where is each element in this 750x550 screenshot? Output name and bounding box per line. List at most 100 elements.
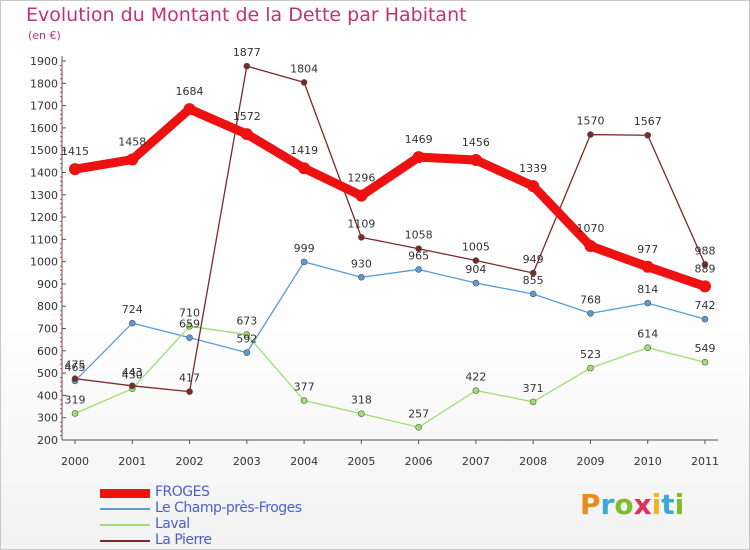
data-point bbox=[415, 423, 422, 431]
data-label: 1877 bbox=[233, 46, 261, 59]
x-tick-label: 2001 bbox=[118, 455, 146, 468]
legend-item: Laval bbox=[100, 516, 360, 533]
x-tick-label: 2004 bbox=[290, 455, 318, 468]
data-point bbox=[415, 245, 422, 253]
data-label: 1570 bbox=[576, 115, 604, 128]
data-point bbox=[128, 319, 136, 327]
data-label: 549 bbox=[695, 342, 716, 355]
data-point bbox=[527, 180, 540, 193]
data-point bbox=[355, 189, 368, 202]
x-tick-label: 2008 bbox=[519, 455, 547, 468]
data-point bbox=[701, 261, 709, 268]
y-tick-label: 1200 bbox=[30, 211, 58, 224]
y-tick-label: 1400 bbox=[30, 166, 58, 179]
y-tick-label: 1500 bbox=[30, 144, 58, 157]
series-line-le-champ-pr-s-froges bbox=[74, 261, 706, 382]
legend-label: FROGES bbox=[155, 484, 210, 500]
data-point bbox=[243, 62, 251, 70]
data-label: 318 bbox=[351, 394, 372, 407]
y-tick-label: 1800 bbox=[30, 77, 58, 90]
y-tick-label: 500 bbox=[37, 367, 58, 380]
x-tick-label: 2006 bbox=[405, 455, 433, 468]
data-label: 465 bbox=[65, 361, 86, 374]
data-point bbox=[300, 397, 308, 404]
y-tick-label: 1000 bbox=[30, 256, 58, 269]
data-label: 1058 bbox=[405, 229, 433, 242]
legend-item: FROGES bbox=[100, 484, 360, 501]
data-label: 930 bbox=[351, 257, 372, 270]
y-tick-label: 300 bbox=[37, 412, 58, 425]
legend-label: Laval bbox=[155, 516, 190, 532]
data-label: 1804 bbox=[290, 62, 318, 75]
data-label: 1684 bbox=[176, 85, 204, 98]
x-tick-label: 2003 bbox=[233, 455, 261, 468]
legend-swatch bbox=[100, 524, 150, 526]
data-point bbox=[699, 280, 711, 293]
data-point bbox=[358, 410, 365, 417]
data-point bbox=[529, 290, 537, 298]
data-label: 614 bbox=[637, 328, 658, 341]
data-point bbox=[71, 375, 79, 382]
data-label: 1005 bbox=[462, 241, 490, 254]
data-label: 710 bbox=[179, 306, 200, 319]
data-label: 1567 bbox=[634, 115, 662, 128]
data-point bbox=[529, 269, 537, 277]
series-line-froges bbox=[70, 104, 710, 291]
data-label: 1296 bbox=[347, 172, 375, 185]
data-point bbox=[126, 153, 139, 166]
y-tick-label: 600 bbox=[37, 345, 58, 358]
data-point bbox=[587, 310, 594, 317]
x-tick-label: 2010 bbox=[634, 455, 662, 468]
data-point bbox=[300, 79, 308, 86]
x-tick-label: 2011 bbox=[691, 455, 719, 468]
proxiti-logo: Proxiti bbox=[580, 488, 685, 521]
data-point bbox=[587, 131, 594, 138]
data-label: 257 bbox=[408, 407, 429, 420]
data-point bbox=[298, 162, 311, 175]
data-point bbox=[701, 315, 709, 323]
data-label: 965 bbox=[408, 249, 429, 262]
y-tick-label: 800 bbox=[37, 300, 58, 313]
data-label: 1469 bbox=[405, 133, 433, 146]
data-point bbox=[644, 344, 652, 352]
data-point bbox=[186, 388, 193, 395]
data-label: 443 bbox=[122, 366, 143, 379]
legend-swatch bbox=[100, 508, 150, 510]
data-label: 724 bbox=[122, 303, 143, 316]
data-label: 814 bbox=[637, 283, 658, 296]
data-label: 949 bbox=[523, 253, 544, 266]
x-tick-label: 2002 bbox=[176, 455, 204, 468]
legend-label: Le Champ-près-Froges bbox=[155, 500, 302, 516]
legend-item: Le Champ-près-Froges bbox=[100, 500, 360, 517]
data-point bbox=[186, 334, 193, 341]
y-tick-label: 1900 bbox=[30, 55, 58, 68]
series-line-laval bbox=[74, 325, 706, 428]
data-point bbox=[358, 234, 365, 241]
data-label: 1415 bbox=[61, 145, 89, 158]
data-point bbox=[183, 103, 196, 116]
data-point bbox=[412, 151, 425, 164]
x-tick-label: 2009 bbox=[576, 455, 604, 468]
data-label: 422 bbox=[465, 371, 486, 384]
chart-title: Evolution du Montant de la Dette par Hab… bbox=[26, 4, 467, 26]
data-point bbox=[587, 364, 594, 372]
x-tick-label: 2005 bbox=[347, 455, 375, 468]
data-point bbox=[472, 279, 480, 287]
data-label: 988 bbox=[695, 244, 716, 257]
data-point bbox=[415, 266, 422, 273]
y-tick-label: 1100 bbox=[30, 233, 58, 246]
data-point bbox=[358, 273, 365, 281]
data-point bbox=[584, 240, 597, 253]
data-point bbox=[472, 387, 480, 394]
y-tick-label: 700 bbox=[37, 323, 58, 336]
data-point bbox=[469, 153, 482, 166]
data-label: 855 bbox=[523, 274, 544, 287]
series-line-la-pierre bbox=[74, 65, 706, 393]
data-label: 904 bbox=[465, 263, 486, 276]
data-label: 371 bbox=[523, 382, 544, 395]
data-point bbox=[644, 299, 652, 307]
data-point bbox=[71, 410, 79, 417]
legend-swatch bbox=[100, 540, 150, 542]
data-point bbox=[641, 260, 654, 273]
data-label: 1458 bbox=[118, 136, 146, 149]
